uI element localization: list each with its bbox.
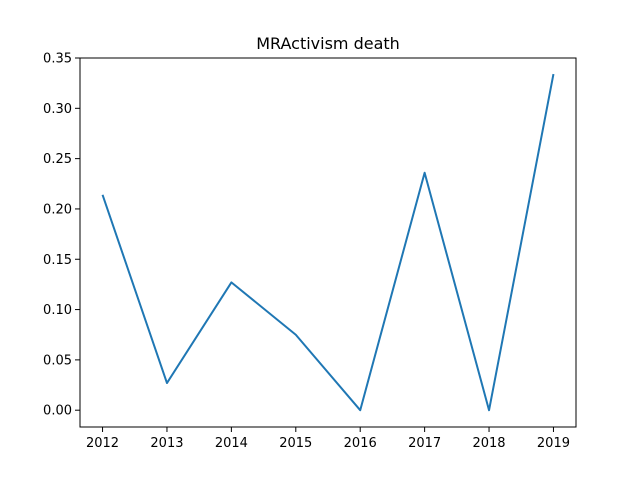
y-tick-label: 0.25 — [43, 152, 72, 167]
x-tick-label: 2016 — [344, 436, 377, 451]
x-tick-label: 2017 — [408, 436, 441, 451]
x-tick-label: 2019 — [537, 436, 570, 451]
series-line — [101, 73, 555, 412]
y-tick-label: 0.05 — [43, 353, 72, 368]
x-axis: 2012 2013 2014 2015 2016 2017 2018 2019 — [86, 427, 570, 451]
x-tick-label: 2015 — [279, 436, 312, 451]
y-tick-label: 0.10 — [43, 303, 72, 318]
x-tick-label: 2018 — [472, 436, 505, 451]
x-tick-label: 2012 — [86, 436, 119, 451]
y-tick-label: 0.00 — [43, 404, 72, 419]
y-tick-label: 0.30 — [43, 102, 72, 117]
x-tick-label: 2013 — [150, 436, 183, 451]
plot-frame — [79, 57, 577, 428]
y-tick-label: 0.20 — [43, 202, 72, 217]
y-axis: 0.00 0.05 0.10 0.15 0.20 0.25 0.30 0.35 — [43, 52, 80, 419]
y-tick-label: 0.35 — [43, 52, 72, 67]
chart-title: MRActivism death — [256, 34, 400, 53]
y-tick-label: 0.15 — [43, 253, 72, 268]
x-tick-label: 2014 — [215, 436, 248, 451]
